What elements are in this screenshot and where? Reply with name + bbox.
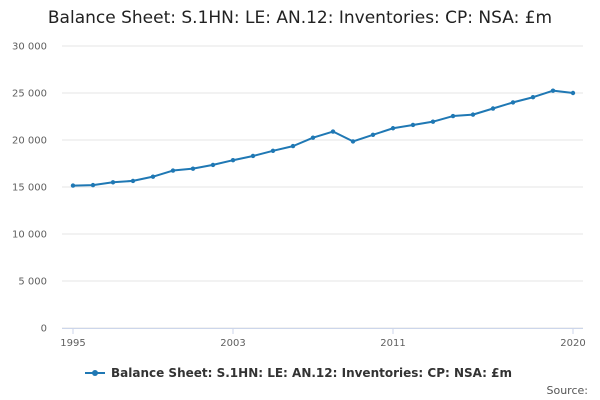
data-point: [430, 119, 436, 124]
x-axis-ticks: 1995 2003 2011 2020: [60, 328, 586, 349]
data-point: [290, 143, 296, 149]
data-point: [530, 95, 536, 100]
y-tick-label: 20 000: [12, 136, 47, 147]
data-point: [210, 162, 216, 168]
chart-title: Balance Sheet: S.1HN: LE: AN.12: Invento…: [47, 8, 553, 28]
data-point: [150, 174, 156, 179]
data-point: [330, 129, 336, 134]
y-axis-ticks: 0 5 000 10 000 15 000 20 000 25 000 30 000: [12, 42, 47, 335]
data-point: [190, 166, 196, 171]
y-tick-label: 5 000: [18, 277, 47, 288]
data-point: [370, 132, 376, 138]
data-point: [310, 135, 316, 140]
y-tick-label: 30 000: [12, 42, 47, 53]
data-point: [490, 106, 496, 111]
y-tick-label: 25 000: [12, 89, 47, 100]
data-point: [270, 148, 276, 154]
data-point: [450, 113, 456, 119]
series-layer: [70, 88, 576, 188]
data-point: [90, 182, 96, 188]
data-point: [350, 139, 356, 144]
data-point: [170, 168, 176, 173]
data-point: [390, 126, 396, 131]
x-tick-label: 2011: [380, 338, 405, 349]
legend-label: Balance Sheet: S.1HN: LE: AN.12: Invento…: [111, 366, 512, 380]
data-point: [410, 122, 416, 128]
data-point: [250, 153, 256, 159]
data-point: [550, 88, 556, 93]
data-point: [510, 100, 516, 105]
source-label: Source:: [546, 384, 589, 397]
series-line: [72, 89, 574, 187]
x-tick-label: 2003: [220, 338, 245, 349]
legend-swatch: [85, 370, 105, 376]
data-point: [230, 158, 236, 163]
x-tick-label: 2020: [560, 338, 585, 349]
y-tick-label: 15 000: [12, 183, 47, 194]
y-tick-label: 0: [41, 324, 47, 335]
legend[interactable]: Balance Sheet: S.1HN: LE: AN.12: Invento…: [84, 366, 512, 380]
gridlines: [62, 45, 583, 329]
data-point: [570, 90, 576, 96]
data-point: [130, 178, 136, 184]
data-point: [70, 183, 76, 188]
data-point: [110, 180, 116, 185]
x-tick-label: 1995: [60, 338, 85, 349]
data-point: [470, 112, 476, 117]
y-tick-label: 10 000: [12, 230, 47, 241]
